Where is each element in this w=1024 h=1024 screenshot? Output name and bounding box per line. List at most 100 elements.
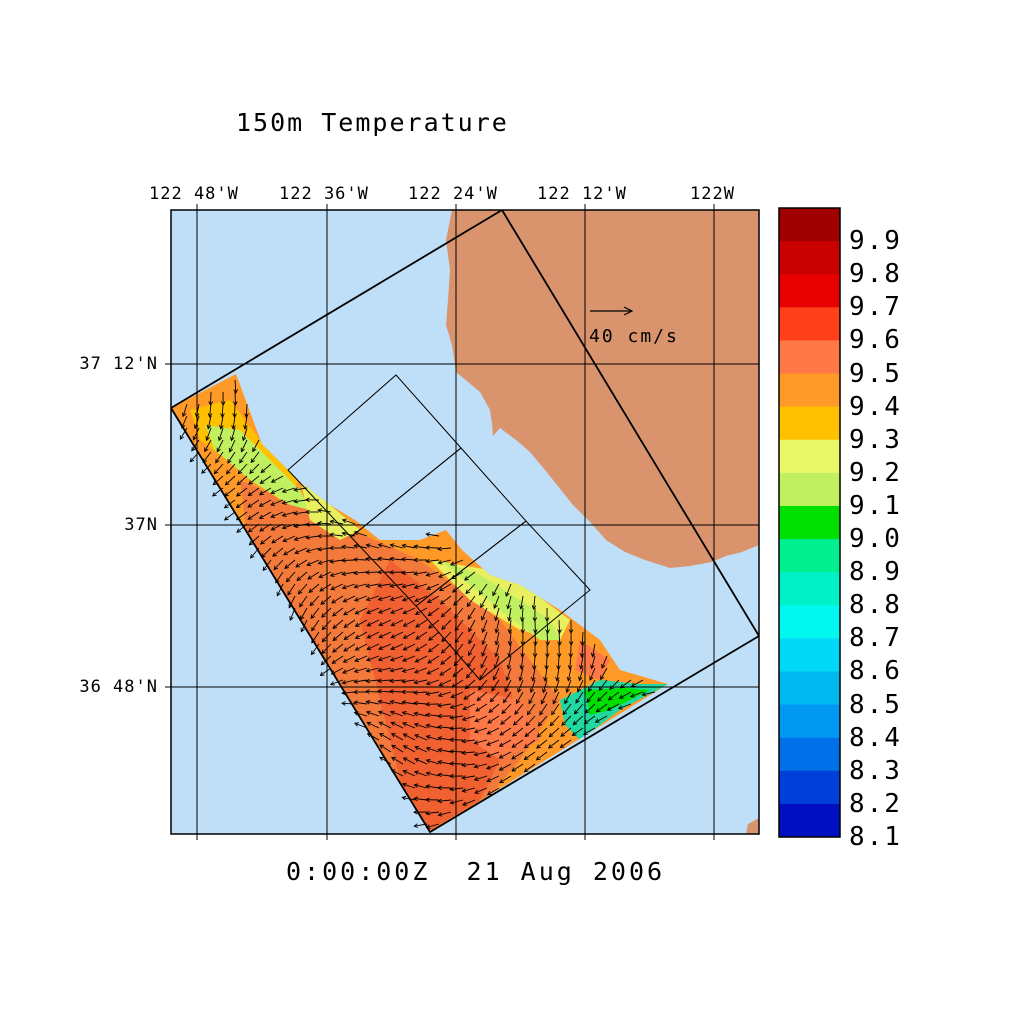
velocity-arrow-head (329, 532, 334, 538)
velocity-arrow (438, 737, 452, 741)
velocity-arrow-head (211, 492, 217, 497)
velocity-arrow (342, 571, 356, 575)
velocity-arrow (354, 595, 368, 602)
velocity-arrow (426, 724, 440, 729)
velocity-arrow (414, 545, 428, 549)
velocity-arrow (474, 739, 488, 744)
velocity-arrow-head (486, 777, 492, 783)
velocity-arrow (475, 703, 488, 712)
velocity-arrow (589, 667, 596, 681)
velocity-arrow-head (252, 447, 257, 453)
velocity-arrow-head (401, 795, 407, 801)
velocity-arrow-head (402, 657, 407, 662)
velocity-arrow (343, 655, 356, 663)
velocity-arrow (468, 619, 476, 632)
velocity-arrow-head (343, 647, 349, 652)
velocity-arrow (493, 667, 500, 680)
velocity-arrow-head (414, 745, 420, 751)
velocity-arrow (402, 722, 416, 729)
velocity-arrow (534, 631, 537, 646)
velocity-arrow-head (486, 765, 491, 770)
velocity-arrow-head (492, 591, 497, 597)
velocity-arrow-head (310, 614, 315, 620)
velocity-arrow-head (283, 551, 288, 556)
velocity-arrow-head (293, 498, 298, 504)
velocity-arrow (377, 679, 392, 682)
velocity-arrow (294, 499, 308, 503)
velocity-arrow (581, 643, 584, 657)
timestamp: 0:00:00Z 21 Aug 2006 (286, 857, 666, 886)
velocity-arrow-head (258, 514, 264, 519)
velocity-arrow (189, 451, 200, 463)
velocity-arrow-head (426, 670, 432, 675)
velocity-arrow (572, 727, 584, 736)
velocity-arrow (389, 690, 404, 693)
velocity-arrow-head (519, 665, 525, 670)
velocity-arrow-head (321, 637, 327, 643)
velocity-arrow-head (461, 750, 466, 756)
velocity-arrow (450, 559, 464, 566)
velocity-arrow-head (377, 583, 383, 588)
velocity-arrow-head (402, 733, 408, 738)
velocity-arrow (413, 691, 428, 694)
velocity-arrow (414, 734, 428, 741)
velocity-arrow-head (511, 732, 517, 737)
velocity-arrow (378, 711, 392, 717)
velocity-arrow (260, 475, 272, 484)
velocity-arrow (344, 631, 356, 640)
velocity-arrow-head (531, 605, 537, 610)
velocity-arrow-head (249, 469, 254, 474)
colorbar-level-label: 9.2 (849, 457, 902, 488)
velocity-arrow (608, 691, 620, 701)
velocity-arrow (330, 679, 344, 685)
velocity-arrow (321, 607, 332, 618)
velocity-arrow-head (425, 545, 430, 550)
velocity-arrow (438, 547, 452, 550)
velocity-arrow (342, 519, 356, 525)
velocity-arrow-head (586, 698, 591, 703)
velocity-arrow (499, 775, 512, 784)
velocity-arrow (557, 655, 560, 670)
velocity-arrow-head (575, 698, 580, 704)
velocity-arrow (403, 733, 416, 741)
velocity-arrow-head (467, 615, 472, 620)
velocity-arrow (441, 643, 452, 654)
velocity-arrow (462, 715, 476, 721)
colorbar-swatch (779, 803, 840, 838)
velocity-arrow (403, 619, 416, 627)
velocity-arrow-head (319, 671, 325, 677)
velocity-arrow (343, 595, 356, 603)
velocity-arrow (438, 571, 452, 578)
velocity-arrow (595, 715, 608, 723)
velocity-arrow (236, 499, 248, 508)
velocity-arrow (390, 700, 404, 705)
velocity-arrow-head (449, 761, 454, 766)
velocity-arrow-head (248, 480, 253, 485)
velocity-arrow-head (289, 616, 294, 621)
velocity-arrow-head (413, 700, 418, 706)
velocity-arrow (229, 439, 236, 452)
velocity-arrow (403, 745, 416, 753)
velocity-arrow-head (317, 508, 323, 513)
velocity-arrow-head (511, 743, 517, 748)
velocity-arrow-head (281, 512, 287, 517)
velocity-arrow-head (247, 528, 253, 533)
velocity-arrow (439, 583, 452, 591)
velocity-arrow-head (437, 713, 442, 719)
velocity-arrow (507, 655, 512, 669)
map-frame (170, 209, 760, 835)
velocity-arrow-head (341, 571, 347, 577)
velocity-arrow (415, 655, 428, 663)
velocity-arrow (428, 643, 440, 653)
velocity-arrow-head (414, 646, 420, 652)
velocity-arrow (426, 772, 440, 777)
velocity-arrow-head (318, 573, 324, 579)
velocity-arrow-head (413, 783, 419, 788)
velocity-arrow (438, 726, 452, 729)
velocity-arrow-head (425, 691, 431, 696)
velocity-arrow (577, 679, 584, 693)
velocity-arrow-head (415, 635, 421, 640)
velocity-arrow (511, 739, 524, 748)
velocity-arrow-head (353, 679, 359, 684)
colorbar-level-label: 8.8 (849, 590, 902, 621)
